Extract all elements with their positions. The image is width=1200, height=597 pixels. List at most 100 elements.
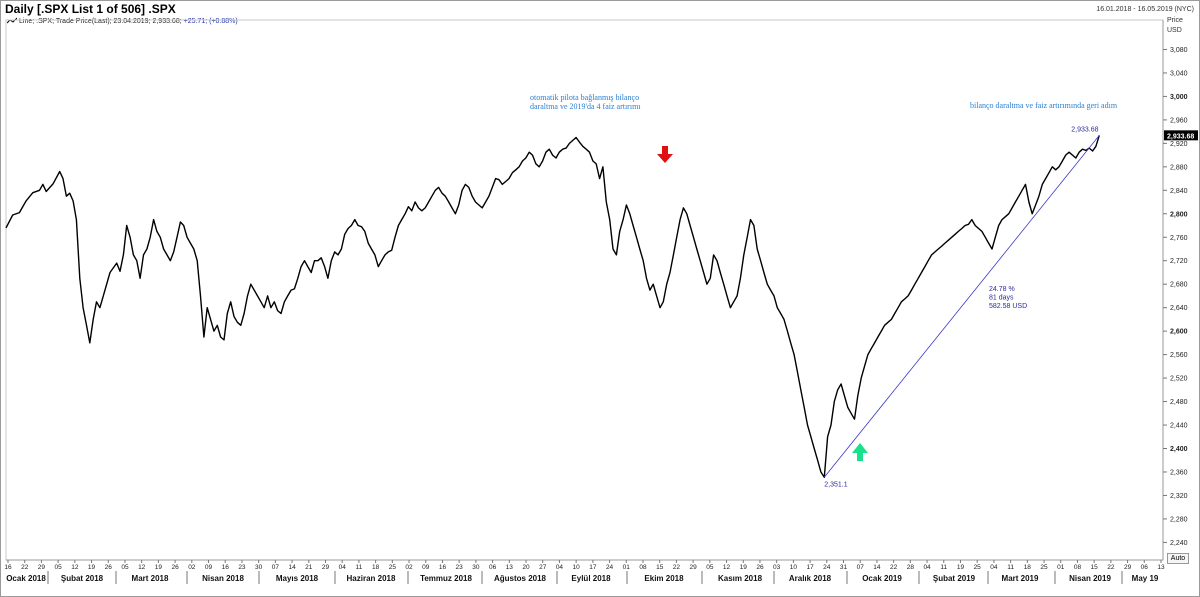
x-tick-label: 04 xyxy=(339,564,347,571)
x-tick-label: 17 xyxy=(589,564,597,571)
y-tick-label: 2,520 xyxy=(1170,376,1188,383)
x-tick-label: 22 xyxy=(673,564,681,571)
price-line[interactable] xyxy=(5,135,1100,478)
x-tick-label: 12 xyxy=(138,564,146,571)
x-tick-label: 16 xyxy=(4,564,12,571)
x-tick-label: 06 xyxy=(1141,564,1149,571)
x-tick-label: 22 xyxy=(890,564,898,571)
x-month-label: Ocak 2018 xyxy=(6,574,46,583)
x-tick-label: 30 xyxy=(255,564,263,571)
y-tick-label: 3,000 xyxy=(1170,94,1188,101)
legend-text: Line; .SPX; Trade Price(Last); 23.04.201… xyxy=(19,18,182,25)
down-arrow-icon xyxy=(657,146,673,163)
x-tick-label: 08 xyxy=(639,564,647,571)
x-tick-label: 26 xyxy=(756,564,764,571)
x-tick-label: 02 xyxy=(188,564,196,571)
x-tick-label: 24 xyxy=(606,564,614,571)
x-tick-label: 16 xyxy=(439,564,447,571)
x-tick-label: 17 xyxy=(806,564,814,571)
x-month-label: May 19 xyxy=(1132,574,1159,583)
y-tick-label: 2,480 xyxy=(1170,399,1188,406)
x-tick-label: 02 xyxy=(405,564,413,571)
annotation-2: daraltma ve 2019'da 4 faiz artırımı xyxy=(530,102,641,111)
x-tick-label: 26 xyxy=(105,564,113,571)
x-tick-label: 21 xyxy=(305,564,313,571)
y-tick-label: 2,840 xyxy=(1170,188,1188,195)
x-tick-label: 04 xyxy=(923,564,931,571)
x-tick-label: 12 xyxy=(71,564,79,571)
y-tick-label: 2,960 xyxy=(1170,117,1188,124)
y-tick-label: 2,920 xyxy=(1170,141,1188,148)
x-tick-label: 30 xyxy=(472,564,480,571)
peak-price-label: 2,933.68 xyxy=(1071,126,1098,133)
annotation-1: otomatik pilota bağlanmış bilanço xyxy=(530,93,639,102)
y-tick-label: 2,440 xyxy=(1170,423,1188,430)
up-arrow-icon xyxy=(852,443,868,461)
trend-line[interactable] xyxy=(823,135,1100,478)
x-tick-label: 06 xyxy=(489,564,497,571)
x-tick-label: 14 xyxy=(873,564,881,571)
x-tick-label: 27 xyxy=(539,564,547,571)
x-tick-label: 11 xyxy=(356,564,363,571)
y-tick-label: 2,880 xyxy=(1170,164,1188,171)
x-month-label: Nisan 2019 xyxy=(1069,574,1111,583)
x-tick-label: 20 xyxy=(522,564,530,571)
x-tick-label: 29 xyxy=(322,564,330,571)
x-tick-label: 14 xyxy=(288,564,296,571)
y-tick-label: 2,400 xyxy=(1170,446,1188,453)
x-month-label: Mart 2019 xyxy=(1002,574,1039,583)
legend-change: +25.71; (+0.88%) xyxy=(181,18,238,25)
y-tick-label: 2,360 xyxy=(1170,469,1188,476)
x-tick-label: 18 xyxy=(1024,564,1032,571)
y-tick-label: 2,720 xyxy=(1170,258,1188,265)
x-tick-label: 23 xyxy=(238,564,246,571)
date-range: 16.01.2018 - 16.05.2019 (NYC) xyxy=(1096,6,1194,13)
x-tick-label: 05 xyxy=(55,564,63,571)
x-month-label: Eylül 2018 xyxy=(571,574,611,583)
x-tick-label: 04 xyxy=(990,564,998,571)
y-tick-label: 3,040 xyxy=(1170,70,1188,77)
x-tick-label: 18 xyxy=(372,564,380,571)
x-tick-label: 22 xyxy=(21,564,29,571)
x-tick-label: 05 xyxy=(121,564,129,571)
x-tick-label: 23 xyxy=(456,564,464,571)
x-month-label: Haziran 2018 xyxy=(347,574,396,583)
x-tick-label: 19 xyxy=(740,564,748,571)
x-tick-label: 25 xyxy=(389,564,397,571)
trend-stat-2: 582.58 USD xyxy=(989,303,1027,310)
x-tick-label: 05 xyxy=(706,564,714,571)
x-tick-label: 19 xyxy=(155,564,163,571)
x-tick-label: 29 xyxy=(689,564,697,571)
x-tick-label: 13 xyxy=(506,564,514,571)
x-tick-label: 10 xyxy=(573,564,581,571)
x-tick-label: 07 xyxy=(272,564,280,571)
x-month-label: Ekim 2018 xyxy=(644,574,684,583)
y-tick-label: 2,280 xyxy=(1170,516,1188,523)
x-month-label: Ağustos 2018 xyxy=(494,574,547,583)
y-tick-label: 2,680 xyxy=(1170,282,1188,289)
x-month-label: Nisan 2018 xyxy=(202,574,244,583)
x-tick-label: 11 xyxy=(1007,564,1014,571)
chart-title: Daily [.SPX List 1 of 506] .SPX xyxy=(5,2,176,16)
x-month-label: Mart 2018 xyxy=(132,574,169,583)
x-month-label: Kasım 2018 xyxy=(718,574,763,583)
auto-scale-button[interactable]: Auto xyxy=(1167,553,1189,564)
x-tick-label: 19 xyxy=(88,564,96,571)
y-axis-title: Price xyxy=(1167,17,1183,24)
x-tick-label: 08 xyxy=(1074,564,1082,571)
last-price-marker xyxy=(1164,130,1198,141)
x-tick-label: 03 xyxy=(773,564,781,571)
x-tick-label: 12 xyxy=(723,564,731,571)
x-tick-label: 09 xyxy=(205,564,213,571)
x-month-label: Şubat 2019 xyxy=(933,574,976,583)
x-tick-label: 01 xyxy=(1057,564,1065,571)
x-tick-label: 15 xyxy=(1091,564,1099,571)
y-tick-label: 2,240 xyxy=(1170,540,1188,547)
x-tick-label: 07 xyxy=(857,564,865,571)
trend-stat-1: 81 days xyxy=(989,295,1014,302)
y-axis-unit: USD xyxy=(1167,27,1182,34)
x-tick-label: 26 xyxy=(171,564,179,571)
y-tick-label: 2,640 xyxy=(1170,305,1188,312)
x-tick-label: 04 xyxy=(556,564,564,571)
